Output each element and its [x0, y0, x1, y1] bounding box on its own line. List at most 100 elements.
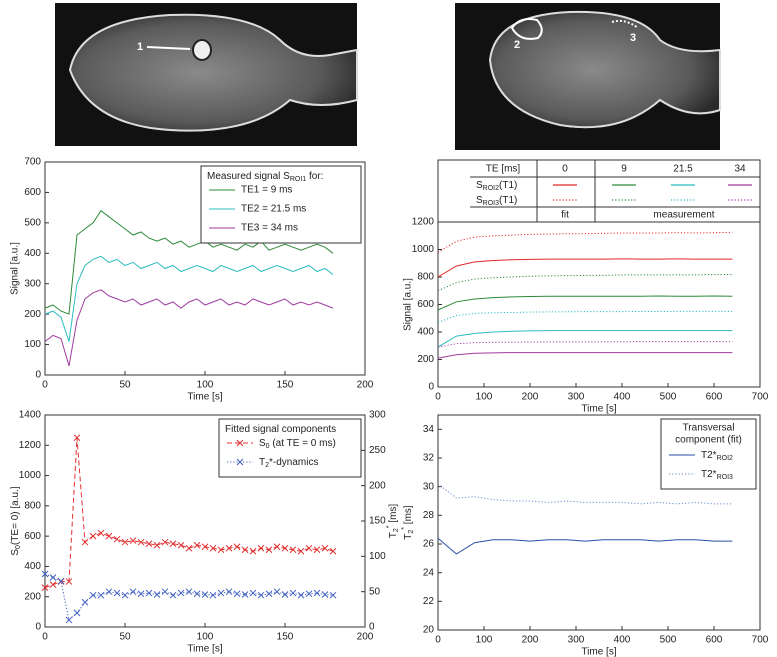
text-part: Measured signal S: [207, 171, 290, 182]
point-marker: [153, 591, 161, 598]
y-tick-label: 28: [423, 510, 435, 521]
y-tick-label: 500: [24, 217, 41, 228]
point-marker: [265, 590, 273, 598]
text-part: (TE= 0) [a.u.]: [10, 486, 21, 545]
point-marker: [81, 538, 89, 546]
point-marker: [265, 546, 273, 554]
image-arrow: [146, 46, 191, 50]
table-header: 0: [562, 164, 568, 175]
y2-tick-label: 250: [369, 445, 386, 456]
point-marker: [113, 589, 121, 597]
legend-box: [218, 418, 362, 478]
point-marker: [97, 529, 105, 537]
point-marker: [273, 543, 281, 551]
point-marker: [137, 590, 145, 598]
point-marker: [273, 588, 281, 596]
point-marker: [41, 584, 49, 591]
point-marker: [65, 578, 73, 585]
y-tick-label: 34: [423, 424, 435, 435]
legend-title: Measured signal SROI1 for:: [207, 171, 323, 184]
text-part: (T1): [499, 180, 517, 191]
y-tick-label: 800: [417, 272, 434, 283]
x-tick-label: 200: [522, 392, 539, 403]
text-part: T2*: [701, 469, 717, 480]
y-tick-label: 400: [24, 248, 41, 259]
point-marker: [249, 589, 257, 597]
point-marker: [217, 546, 225, 554]
legend-title: Transversal: [683, 423, 735, 434]
point-marker: [209, 591, 217, 599]
y2-tick-label: 200: [369, 480, 386, 491]
point-marker: [289, 546, 297, 554]
series-line: [44, 573, 334, 621]
image-vessel: [192, 39, 212, 61]
y-tick-label: 1200: [19, 440, 42, 451]
point-marker: [321, 544, 329, 552]
text-part: [ms]: [403, 505, 414, 527]
point-marker: [321, 591, 329, 598]
point-marker: [289, 589, 297, 597]
point-marker: [153, 541, 161, 549]
y-tick-label: 600: [417, 299, 434, 310]
x-tick-label: 200: [357, 380, 374, 391]
text-part: for:: [306, 171, 323, 182]
series-line: [437, 537, 733, 555]
series-line: [44, 209, 334, 315]
x-tick-label: 150: [277, 632, 294, 643]
point-marker: [193, 541, 201, 549]
text-part: ROI2: [483, 185, 499, 192]
point-marker: [193, 590, 201, 598]
x-tick-label: 50: [119, 380, 131, 391]
x-tick-label: 300: [568, 635, 585, 646]
point-marker: [241, 591, 249, 598]
y-tick-label: 1000: [412, 244, 435, 255]
x-tick-label: 100: [197, 380, 214, 391]
point-marker: [73, 609, 81, 617]
table-footer: measurement: [653, 210, 714, 221]
y-tick-label: 200: [24, 309, 41, 320]
text-part: 2: [408, 530, 415, 534]
point-marker: [201, 543, 209, 551]
x-tick-label: 100: [476, 392, 493, 403]
series-line: [437, 231, 733, 253]
y-tick-label: 0: [35, 622, 41, 633]
text-part: *-dynamics: [269, 457, 318, 468]
x-tick-label: 300: [568, 392, 585, 403]
point-marker: [121, 538, 129, 546]
point-marker: [329, 547, 337, 555]
y2-axis-label: T2* [ms]: [386, 504, 400, 539]
y2-tick-label: 100: [369, 551, 386, 562]
y-tick-label: 400: [417, 327, 434, 338]
image-tissue: [488, 10, 721, 129]
point-marker: [297, 591, 305, 599]
table-footer: fit: [561, 210, 569, 221]
series-line: [437, 295, 733, 311]
x-tick-label: 200: [522, 635, 539, 646]
y-tick-label: 20: [423, 625, 435, 636]
text-part: S: [10, 549, 21, 556]
x-tick-label: 50: [119, 632, 131, 643]
x-axis-label: Time [s]: [581, 647, 616, 657]
x-tick-label: 100: [476, 635, 493, 646]
y-tick-label: 300: [24, 278, 41, 289]
point-marker: [145, 540, 153, 548]
image-1: [55, 3, 358, 146]
text-part: ROI1: [290, 176, 306, 183]
y-tick-label: 600: [24, 187, 41, 198]
table-header: TE [ms]: [486, 164, 521, 175]
series-line: [437, 258, 733, 278]
y2-tick-label: 300: [369, 410, 386, 421]
text-part: 2: [265, 462, 269, 469]
x-tick-label: 0: [42, 380, 48, 391]
series-line: [437, 274, 733, 292]
point-marker: [89, 532, 97, 540]
x-tick-label: 500: [660, 635, 677, 646]
y-tick-label: 0: [35, 370, 41, 381]
point-marker: [41, 570, 49, 578]
series-line: [437, 310, 733, 323]
legend-label: TE3 = 34 ms: [241, 223, 298, 234]
y-tick-label: 600: [24, 531, 41, 542]
text-part: ROI3: [717, 474, 733, 481]
text-part: 0: [15, 545, 22, 549]
y2-tick-label: 150: [369, 516, 386, 527]
